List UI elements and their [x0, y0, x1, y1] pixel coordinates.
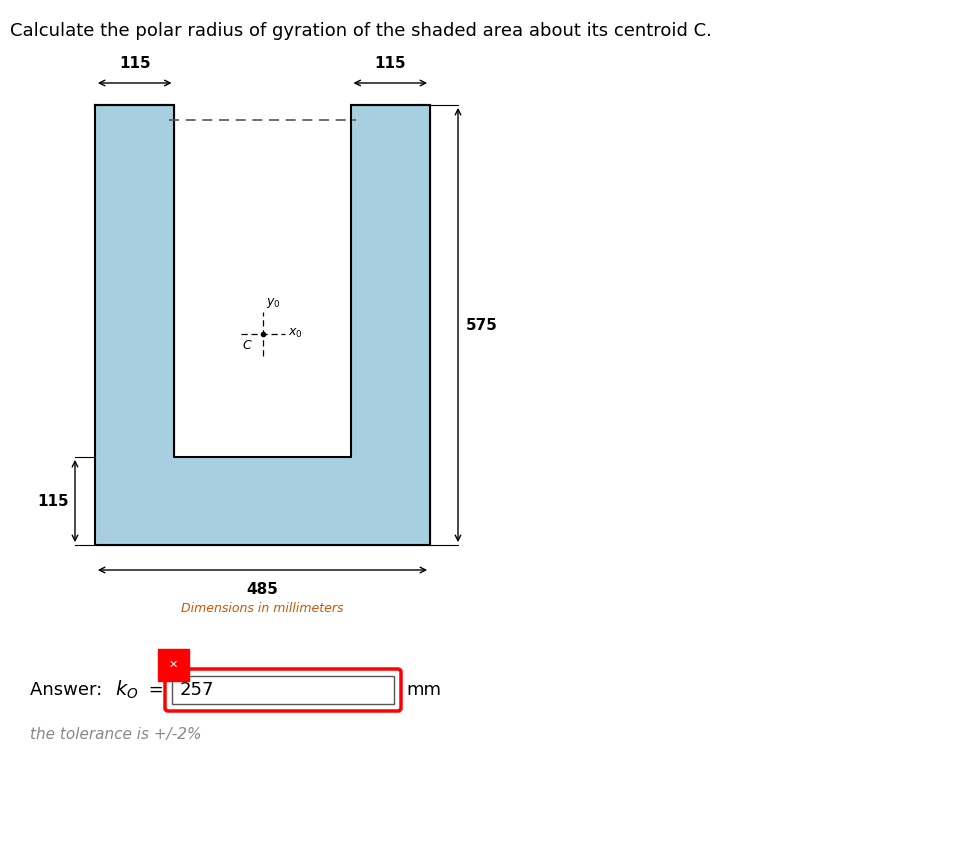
Text: mm: mm	[406, 681, 441, 699]
Polygon shape	[95, 105, 430, 545]
Text: $y_0$: $y_0$	[266, 296, 281, 310]
Text: Answer:: Answer:	[30, 681, 108, 699]
Text: 115: 115	[119, 56, 150, 71]
Text: ✕: ✕	[169, 660, 179, 670]
FancyBboxPatch shape	[165, 669, 401, 711]
Text: 257: 257	[180, 681, 215, 699]
Text: Dimensions in millimeters: Dimensions in millimeters	[182, 602, 344, 615]
Text: the tolerance is +/-2%: the tolerance is +/-2%	[30, 728, 201, 742]
Text: $x_0$: $x_0$	[289, 327, 304, 340]
Text: 575: 575	[466, 318, 498, 332]
Text: $k_O$: $k_O$	[115, 679, 139, 701]
Text: 485: 485	[247, 582, 278, 597]
Bar	[172, 676, 394, 704]
Text: =: =	[143, 681, 170, 699]
Text: 115: 115	[37, 493, 69, 509]
Text: C: C	[242, 339, 251, 352]
Text: 115: 115	[375, 56, 406, 71]
Text: Calculate the polar radius of gyration of the shaded area about its centroid C.: Calculate the polar radius of gyration o…	[10, 22, 712, 40]
